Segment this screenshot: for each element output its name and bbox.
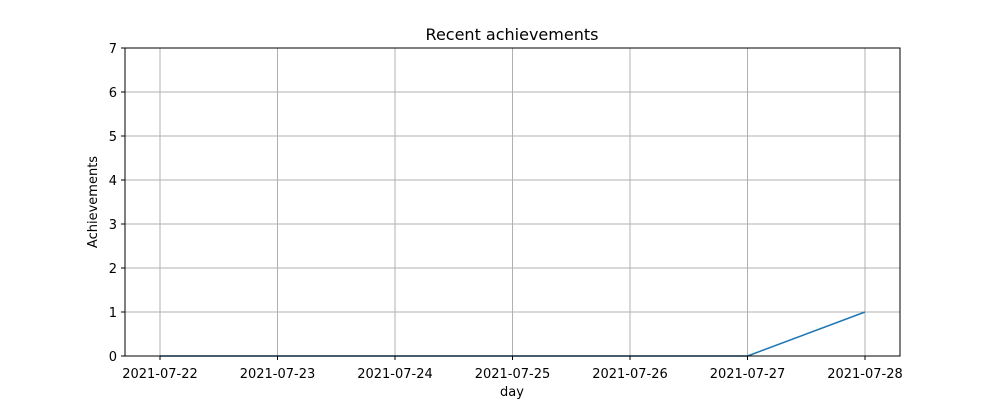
grid-lines: [125, 48, 900, 356]
y-tick-label: 0: [109, 350, 117, 365]
y-tick-label: 3: [109, 218, 117, 233]
y-axis-label: Achievements: [86, 156, 101, 248]
x-tick-label: 2021-07-24: [357, 367, 433, 382]
x-tick-label: 2021-07-27: [710, 367, 786, 382]
x-tick-label: 2021-07-25: [475, 367, 551, 382]
x-tick-label: 2021-07-28: [827, 367, 903, 382]
y-tick-label: 7: [109, 42, 117, 57]
y-tick-label: 5: [109, 130, 117, 145]
x-tick-label: 2021-07-26: [592, 367, 668, 382]
y-tick-label: 6: [109, 86, 117, 101]
y-tick-label: 4: [109, 174, 117, 189]
y-tick-label: 1: [109, 306, 117, 321]
ticks: 2021-07-22 2021-07-23 2021-07-24 2021-07-25…: [109, 42, 903, 382]
x-tick-label: 2021-07-23: [240, 367, 316, 382]
chart-title: Recent achievements: [426, 25, 599, 44]
x-tick-label: 2021-07-22: [122, 367, 198, 382]
x-axis-label: day: [500, 385, 524, 400]
y-tick-label: 2: [109, 262, 117, 277]
